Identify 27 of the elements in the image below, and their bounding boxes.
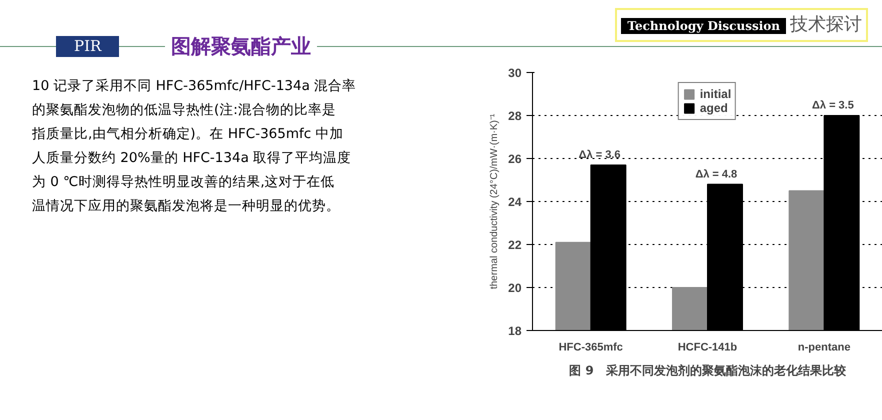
x-tick-label: HCFC-141b xyxy=(678,342,738,354)
text: 图 9 采用不同发泡剂的聚氨酯泡沫的老化结果比较 xyxy=(569,364,847,378)
y-tick-label: 28 xyxy=(508,109,522,123)
y-tick-label: 20 xyxy=(508,281,522,295)
text: 人质量分数约 20%量的 HFC-134a 取得了平均温度 xyxy=(32,150,352,166)
text: 为 0 ℃时测得导热性明显改善的结果,这对于在低 xyxy=(32,174,335,190)
text: 10 记录了采用不同 HFC-365mfc/HFC-134a 混合率 xyxy=(32,78,356,94)
y-tick-label: 26 xyxy=(508,152,522,166)
x-tick-label: HFC-365mfc xyxy=(558,342,623,354)
y-tick-label: 30 xyxy=(508,66,522,80)
y-axis-title: thermal conductivity (24°C)/mW·(m·K)⁻¹ xyxy=(489,113,500,290)
y-tick-label: 18 xyxy=(508,324,522,338)
y-tick-label: 24 xyxy=(508,195,522,209)
text: 技术探讨 xyxy=(790,14,862,35)
text: Technology Discussion xyxy=(621,18,786,34)
text: 指质量比,由气相分析确定)。在 HFC-365mfc 中加 xyxy=(32,126,344,142)
annotation: Δλ = 3.5 xyxy=(812,100,854,112)
x-tick-label: n-pentane xyxy=(798,342,850,354)
text: 图解聚氨酯产业 xyxy=(165,32,317,61)
legend-label: initial xyxy=(700,87,732,101)
text: 温情况下应用的聚氨酯发泡将是一种明显的优势。 xyxy=(32,198,340,214)
legend-label: aged xyxy=(700,101,728,115)
text: PIR xyxy=(56,36,120,58)
annotation: Δλ = 3.6 xyxy=(578,148,621,161)
y-tick-label: 22 xyxy=(508,238,522,252)
annotation: Δλ = 4.8 xyxy=(695,168,738,180)
text: 的聚氨酯发泡物的低温导热性(注:混合物的比率是 xyxy=(32,102,336,118)
